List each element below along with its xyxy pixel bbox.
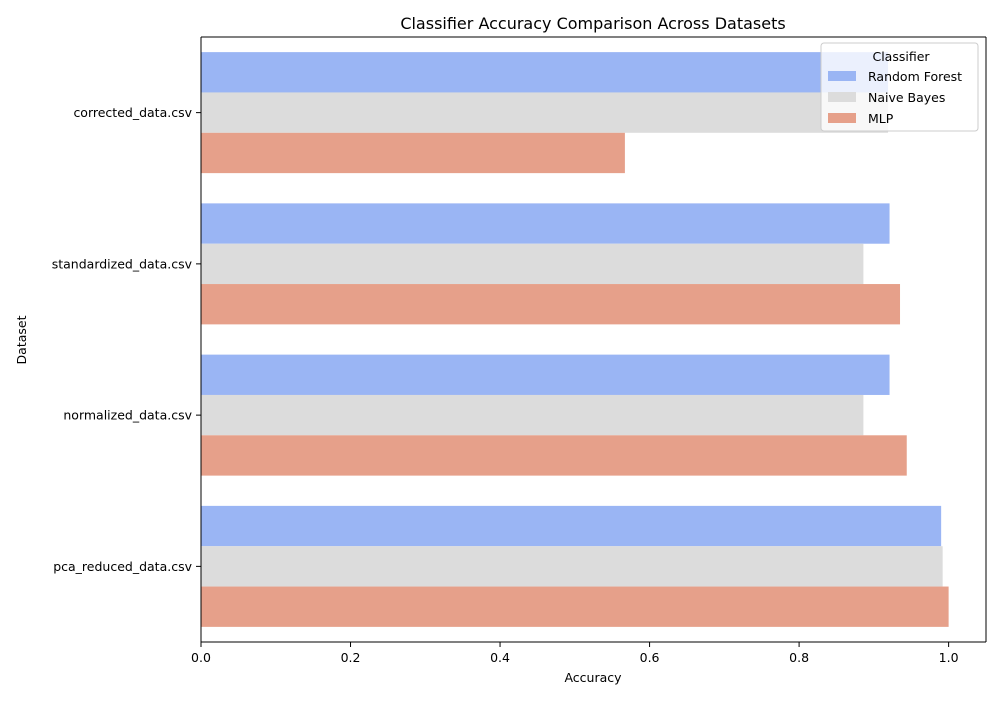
legend-label-naive-bayes: Naive Bayes bbox=[868, 90, 945, 105]
y-ticks-group: corrected_data.csv standardized_data.csvn… bbox=[52, 105, 201, 574]
bar-random-forest-2 bbox=[201, 354, 890, 395]
legend-box bbox=[820, 42, 979, 132]
bar-mlp-0 bbox=[201, 132, 625, 174]
x-tick-label: 0.8 bbox=[789, 650, 809, 665]
x-tick-label: 1.0 bbox=[939, 650, 959, 665]
x-tick-label: 0.6 bbox=[640, 650, 660, 665]
bar-naive-bayes-0 bbox=[201, 92, 889, 133]
bar-random-forest-3 bbox=[201, 505, 942, 547]
legend: Classifier Random Forest Naive Bayes MLP bbox=[820, 42, 979, 132]
bar-random-forest-1 bbox=[201, 203, 890, 244]
x-ticks-group: 0.0 0.2 0.4 0.6 0.8 1.0 bbox=[191, 642, 959, 665]
chart-title: Classifier Accuracy Comparison Across Da… bbox=[400, 14, 785, 33]
bar-mlp-3 bbox=[201, 586, 949, 627]
bar-naive-bayes-2 bbox=[201, 394, 864, 436]
legend-title: Classifier bbox=[872, 49, 930, 64]
x-tick-label: 0.0 bbox=[191, 650, 211, 665]
y-tick-label: standardized_data.csv bbox=[52, 256, 193, 271]
bar-random-forest-0 bbox=[201, 52, 889, 93]
bars-group bbox=[201, 52, 949, 627]
x-tick-label: 0.4 bbox=[490, 650, 510, 665]
bar-naive-bayes-3 bbox=[201, 546, 943, 587]
y-tick-label: normalized_data.csv bbox=[63, 408, 192, 423]
legend-label-random-forest: Random Forest bbox=[868, 69, 962, 84]
legend-swatch-naive-bayes bbox=[828, 92, 856, 102]
y-tick-label: pca_reduced_data.csv bbox=[53, 559, 192, 574]
bar-mlp-1 bbox=[201, 284, 901, 325]
y-tick-label: corrected_data.csv bbox=[73, 105, 192, 120]
legend-items: Random Forest Naive Bayes MLP bbox=[828, 69, 962, 126]
bar-mlp-2 bbox=[201, 435, 907, 476]
legend-swatch-mlp bbox=[828, 113, 856, 123]
legend-swatch-random-forest bbox=[828, 71, 856, 81]
legend-label-mlp: MLP bbox=[868, 111, 894, 126]
x-axis-label: Accuracy bbox=[564, 670, 622, 685]
bar-naive-bayes-1 bbox=[201, 243, 864, 285]
y-axis-label: Dataset bbox=[14, 315, 29, 364]
x-tick-label: 0.2 bbox=[341, 650, 361, 665]
